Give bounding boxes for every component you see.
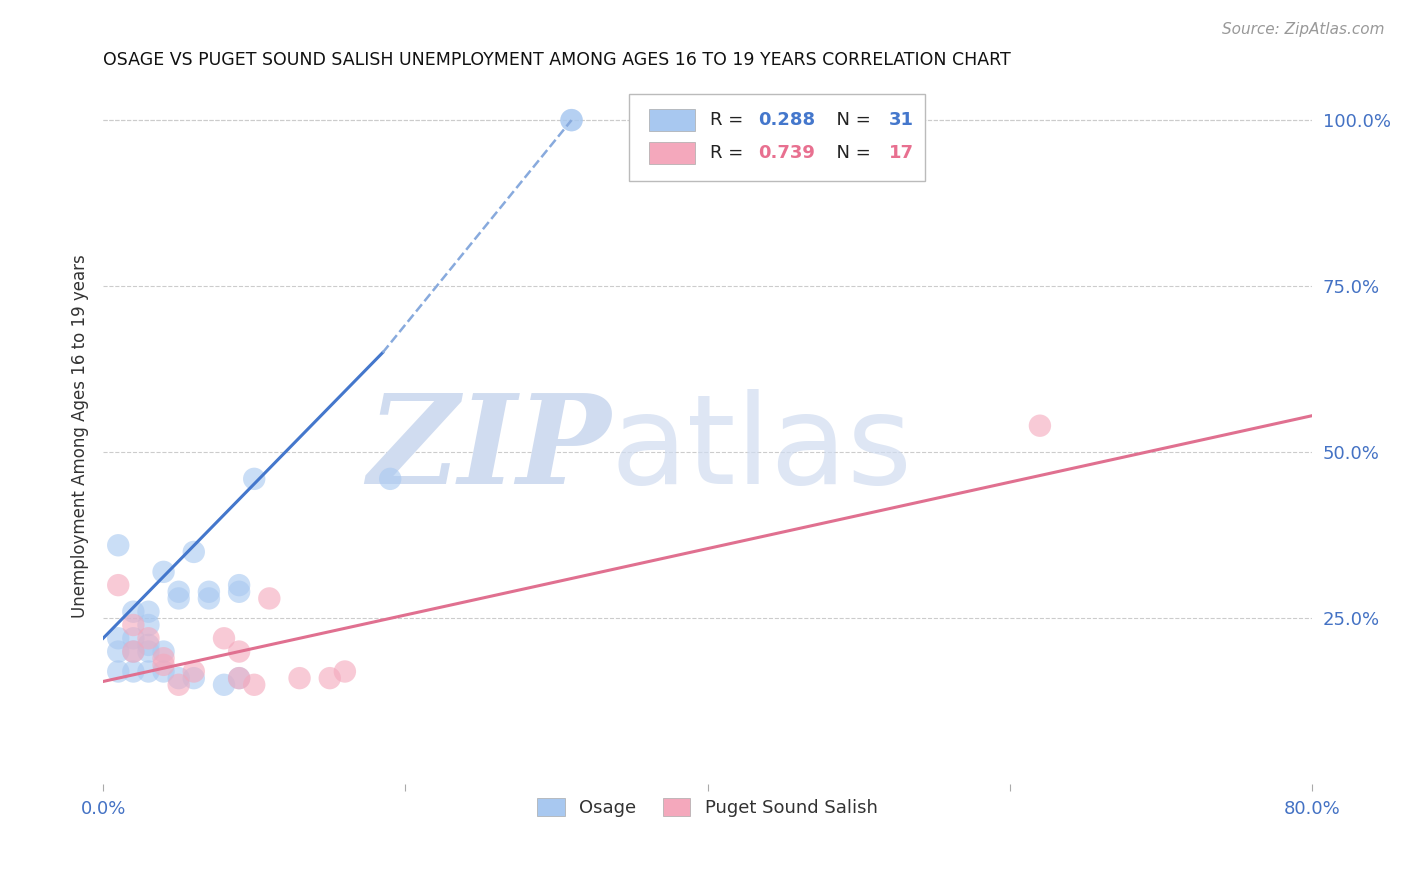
Point xyxy=(228,671,250,685)
Point xyxy=(152,565,174,579)
Text: ZIP: ZIP xyxy=(367,389,610,510)
Y-axis label: Unemployment Among Ages 16 to 19 years: Unemployment Among Ages 16 to 19 years xyxy=(72,254,89,617)
Point xyxy=(228,584,250,599)
Point xyxy=(122,618,145,632)
Point xyxy=(107,578,129,592)
FancyBboxPatch shape xyxy=(650,109,696,131)
Point xyxy=(380,472,402,486)
Point xyxy=(122,632,145,646)
Point xyxy=(138,644,160,658)
Point xyxy=(259,591,281,606)
Point xyxy=(319,671,342,685)
Text: N =: N = xyxy=(825,145,876,162)
Point xyxy=(228,644,250,658)
Point xyxy=(198,591,221,606)
Point xyxy=(122,644,145,658)
Text: N =: N = xyxy=(825,111,876,128)
Point xyxy=(228,578,250,592)
Point xyxy=(560,113,582,128)
Text: R =: R = xyxy=(710,111,749,128)
Point xyxy=(122,644,145,658)
FancyBboxPatch shape xyxy=(628,94,925,181)
Text: R =: R = xyxy=(710,145,749,162)
Point xyxy=(152,651,174,665)
Point xyxy=(107,632,129,646)
Point xyxy=(152,644,174,658)
Point xyxy=(152,657,174,672)
Point xyxy=(107,665,129,679)
Point xyxy=(152,665,174,679)
Point xyxy=(183,665,205,679)
Point xyxy=(560,113,582,128)
Point xyxy=(122,605,145,619)
Point xyxy=(138,632,160,646)
Point xyxy=(167,678,190,692)
Legend: Osage, Puget Sound Salish: Osage, Puget Sound Salish xyxy=(530,790,884,824)
Point xyxy=(167,591,190,606)
Point xyxy=(288,671,311,685)
Point xyxy=(183,671,205,685)
Point xyxy=(198,584,221,599)
Text: 17: 17 xyxy=(889,145,914,162)
Point xyxy=(107,538,129,552)
Point xyxy=(212,678,235,692)
Point xyxy=(138,638,160,652)
Point xyxy=(243,678,266,692)
Point xyxy=(183,545,205,559)
Text: 0.739: 0.739 xyxy=(758,145,815,162)
Point xyxy=(138,618,160,632)
Point xyxy=(243,472,266,486)
Point xyxy=(167,671,190,685)
Point xyxy=(138,665,160,679)
Point xyxy=(138,605,160,619)
Point xyxy=(122,665,145,679)
Text: 31: 31 xyxy=(889,111,914,128)
Text: 0.288: 0.288 xyxy=(758,111,815,128)
FancyBboxPatch shape xyxy=(650,142,696,164)
Text: Source: ZipAtlas.com: Source: ZipAtlas.com xyxy=(1222,22,1385,37)
Point xyxy=(167,584,190,599)
Point xyxy=(1029,418,1052,433)
Point xyxy=(212,632,235,646)
Text: atlas: atlas xyxy=(610,389,912,510)
Point xyxy=(228,671,250,685)
Point xyxy=(333,665,356,679)
Text: OSAGE VS PUGET SOUND SALISH UNEMPLOYMENT AMONG AGES 16 TO 19 YEARS CORRELATION C: OSAGE VS PUGET SOUND SALISH UNEMPLOYMENT… xyxy=(103,51,1011,69)
Point xyxy=(107,644,129,658)
